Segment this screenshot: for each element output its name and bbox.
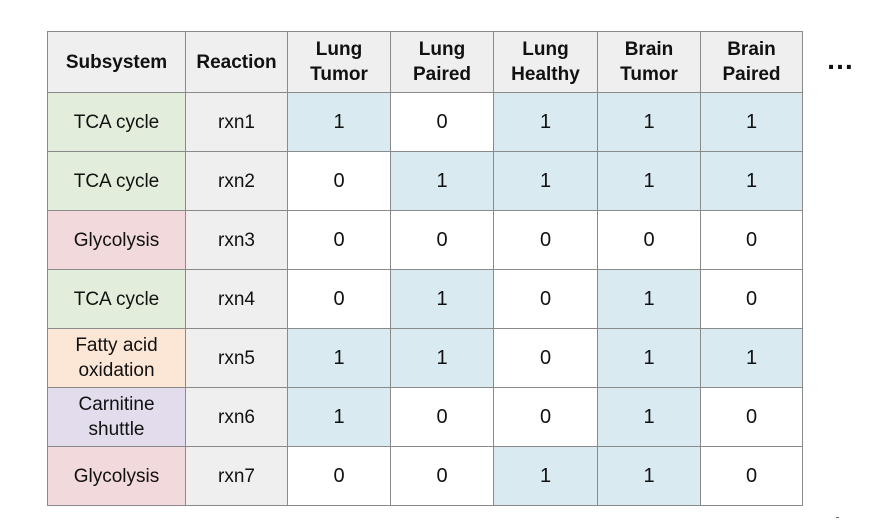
text-line: Lung [418, 39, 466, 60]
column-header-subsystem: Subsystem [48, 32, 186, 93]
reaction-cell: rxn4 [186, 270, 288, 329]
column-header-lung-paired: Lung Paired [391, 32, 494, 93]
value-cell-lung-healthy: 0 [494, 329, 598, 388]
reaction-cell: rxn2 [186, 152, 288, 211]
subsystem-cell: Glycolysis [48, 447, 186, 506]
column-header-label: Lung Healthy [511, 37, 580, 87]
text-line: Fatty acid [75, 335, 158, 356]
text-line: Subsystem [65, 51, 168, 73]
reaction-cell: rxn3 [186, 211, 288, 270]
value-cell-brain-tumor: 1 [598, 447, 701, 506]
more-columns-indicator: … [826, 44, 855, 75]
column-header-reaction: Reaction [186, 32, 288, 93]
text-line: Glycolysis [73, 465, 160, 487]
column-header-label: Lung Paired [413, 37, 471, 87]
reaction-cell: rxn1 [186, 93, 288, 152]
subsystem-cell: TCA cycle [48, 93, 186, 152]
text-line: Lung [315, 39, 363, 60]
value-cell-lung-paired: 1 [391, 270, 494, 329]
subsystem-label: Glycolysis [74, 464, 160, 489]
decorative-tick-mark [836, 517, 839, 518]
value-cell-lung-tumor: 0 [288, 447, 391, 506]
value-cell-brain-paired: 0 [701, 388, 803, 447]
column-header-lung-healthy: Lung Healthy [494, 32, 598, 93]
value-cell-lung-paired: 1 [391, 329, 494, 388]
value-cell-brain-tumor: 1 [598, 270, 701, 329]
text-line: Carnitine [78, 394, 155, 415]
text-line: Brain [727, 39, 776, 60]
value-cell-lung-tumor: 1 [288, 388, 391, 447]
value-cell-brain-paired: 1 [701, 93, 803, 152]
value-cell-lung-tumor: 0 [288, 211, 391, 270]
subsystem-label: Carnitine shuttle [78, 392, 154, 442]
value-cell-lung-tumor: 0 [288, 152, 391, 211]
subsystem-label: Glycolysis [74, 228, 160, 253]
text-line: Reaction [196, 51, 277, 73]
subsystem-label: TCA cycle [74, 287, 160, 312]
value-cell-lung-healthy: 1 [494, 447, 598, 506]
subsystem-cell: Glycolysis [48, 211, 186, 270]
value-cell-brain-tumor: 0 [598, 211, 701, 270]
text-line: TCA cycle [73, 288, 160, 310]
text-line: TCA cycle [73, 111, 160, 133]
subsystem-label: Fatty acid oxidation [75, 333, 157, 383]
text-line: oxidation [78, 360, 155, 381]
value-cell-lung-paired: 0 [391, 211, 494, 270]
text-line: Glycolysis [73, 229, 160, 251]
value-cell-brain-paired: 0 [701, 270, 803, 329]
reaction-cell: rxn6 [186, 388, 288, 447]
text-line: shuttle [88, 419, 145, 440]
value-cell-brain-paired: 0 [701, 447, 803, 506]
text-line: Lung [522, 39, 569, 60]
value-cell-lung-paired: 0 [391, 93, 494, 152]
value-cell-lung-tumor: 0 [288, 270, 391, 329]
value-cell-brain-tumor: 1 [598, 329, 701, 388]
value-cell-brain-tumor: 1 [598, 388, 701, 447]
value-cell-lung-paired: 1 [391, 152, 494, 211]
reaction-activity-table: Subsystem Reaction Lung Tumor Lung Paired Lung… [47, 31, 803, 506]
value-cell-lung-tumor: 1 [288, 329, 391, 388]
column-header-brain-paired: Brain Paired [701, 32, 803, 93]
text-line: Paired [412, 64, 472, 85]
subsystem-label: TCA cycle [74, 110, 160, 135]
value-cell-lung-healthy: 1 [494, 93, 598, 152]
value-cell-lung-healthy: 0 [494, 211, 598, 270]
subsystem-cell: TCA cycle [48, 270, 186, 329]
text-line: Healthy [511, 64, 580, 85]
subsystem-cell: TCA cycle [48, 152, 186, 211]
text-line: Paired [722, 64, 781, 85]
subsystem-cell: Fatty acid oxidation [48, 329, 186, 388]
value-cell-brain-paired: 0 [701, 211, 803, 270]
value-cell-lung-tumor: 1 [288, 93, 391, 152]
value-cell-brain-paired: 1 [701, 152, 803, 211]
text-line: TCA cycle [73, 170, 160, 192]
value-cell-lung-paired: 0 [391, 447, 494, 506]
value-cell-brain-tumor: 1 [598, 152, 701, 211]
text-line: Tumor [310, 64, 368, 85]
text-line: Tumor [620, 64, 678, 85]
column-header-label: Lung Tumor [310, 37, 368, 87]
text-line: Brain [624, 39, 674, 60]
column-header-label: Subsystem [66, 50, 167, 75]
subsystem-cell: Carnitine shuttle [48, 388, 186, 447]
value-cell-lung-paired: 0 [391, 388, 494, 447]
reaction-cell: rxn7 [186, 447, 288, 506]
value-cell-brain-paired: 1 [701, 329, 803, 388]
column-header-label: Reaction [196, 50, 276, 75]
column-header-label: Brain Tumor [620, 37, 678, 87]
value-cell-brain-tumor: 1 [598, 93, 701, 152]
column-header-lung-tumor: Lung Tumor [288, 32, 391, 93]
column-header-brain-tumor: Brain Tumor [598, 32, 701, 93]
value-cell-lung-healthy: 0 [494, 270, 598, 329]
column-header-label: Brain Paired [722, 37, 780, 87]
value-cell-lung-healthy: 0 [494, 388, 598, 447]
reaction-cell: rxn5 [186, 329, 288, 388]
value-cell-lung-healthy: 1 [494, 152, 598, 211]
subsystem-label: TCA cycle [74, 169, 160, 194]
